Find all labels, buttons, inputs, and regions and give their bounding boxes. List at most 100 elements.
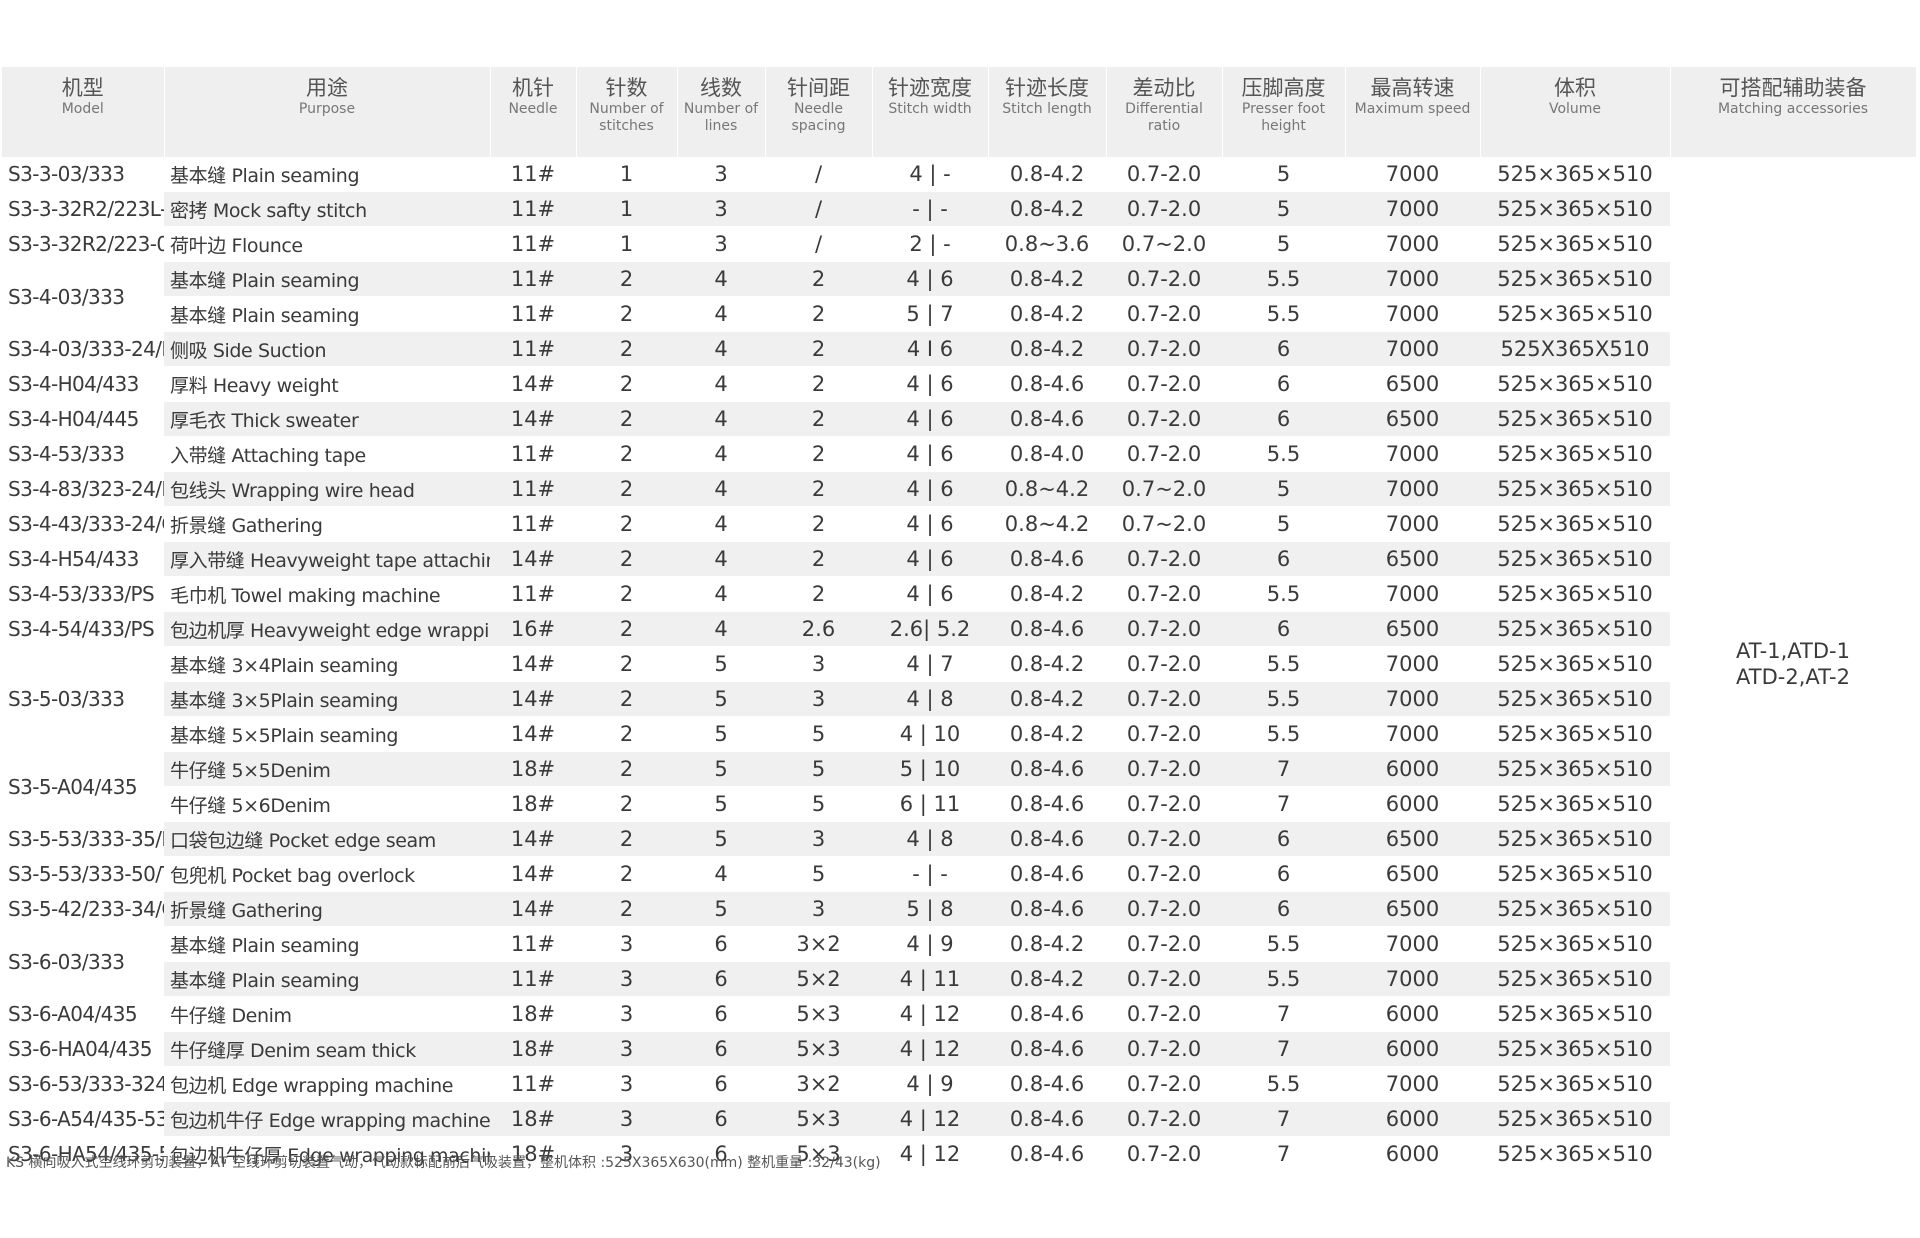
purpose-cell: 口袋包边缝 Pocket edge seam <box>164 821 490 857</box>
table-row: S3-6-A04/435 牛仔缝 Denim 18# 3 6 5×3 4 | 12 0.8-4… <box>2 996 1916 1032</box>
spec-cell: 14# <box>490 891 576 927</box>
spec-cell: 525×365×510 <box>1480 891 1670 927</box>
column-header-en: Number of lines <box>683 101 759 134</box>
column-header-en: Model <box>61 101 104 117</box>
column-header-zh: 针数 <box>605 76 648 100</box>
spec-cell: 0.8-4.2 <box>988 576 1106 612</box>
spec-cell: 7000 <box>1345 296 1480 332</box>
model-cell: S3-3-03/333 <box>2 157 164 192</box>
spec-cell: 0.7-2.0 <box>1106 1066 1222 1102</box>
model-cell: S3-3-32R2/223-02/GAL <box>2 226 164 262</box>
table-body: S3-3-03/333 基本缝 Plain seaming 11# 1 3/4 | -0… <box>2 157 1916 1172</box>
spec-cell: 0.7-2.0 <box>1106 436 1222 472</box>
spec-cell: 4 <box>677 366 765 402</box>
spec-cell: 0.8-4.2 <box>988 646 1106 682</box>
spec-cell: 0.7-2.0 <box>1106 541 1222 577</box>
spec-cell: 525×365×510 <box>1480 1031 1670 1067</box>
spec-cell: 11# <box>490 331 576 367</box>
model-cell: S3-6-53/333-324/PS <box>2 1066 164 1102</box>
purpose-cell: 入带缝 Attaching tape <box>164 436 490 472</box>
column-header-en: Stitch width <box>888 101 972 117</box>
column-header-en: Purpose <box>298 101 356 117</box>
spec-cell: 0.8-4.6 <box>988 751 1106 787</box>
table-row: S3-6-03/333 基本缝 Plain seaming 11# 3 6 3×2 4 | … <box>2 926 1916 997</box>
spec-cell: 0.8-4.2 <box>988 157 1106 192</box>
spec-cell: 14# <box>490 366 576 402</box>
column-header-zh: 可搭配辅助装备 <box>1719 76 1867 100</box>
table-row: S3-3-03/333 基本缝 Plain seaming 11# 1 3/4 | -0… <box>2 157 1916 1172</box>
spec-cell: 2.6 <box>765 611 872 647</box>
spec-cell: 5.5 <box>1222 681 1345 717</box>
spec-cell: 5 <box>677 821 765 857</box>
spec-cell: 0.7-2.0 <box>1106 751 1222 787</box>
spec-cell: 5 <box>677 716 765 752</box>
spec-cell: 525×365×510 <box>1480 821 1670 857</box>
spec-cell: 4 | 6 <box>872 576 988 612</box>
spec-cell: 6 <box>1222 401 1345 437</box>
spec-cell: 6 <box>1222 821 1345 857</box>
spec-cell: 5 <box>765 716 872 752</box>
spec-cell: 14# <box>490 856 576 892</box>
column-header: 体积 Volume <box>1480 67 1671 157</box>
spec-cell: 6000 <box>1345 1136 1480 1172</box>
spec-cell: 0.8-4.6 <box>988 401 1106 437</box>
model-cell: S3-6-HA54/435-534/PS <box>2 1136 164 1172</box>
spec-cell: 3 <box>576 926 677 962</box>
spec-cell: 3 <box>677 157 765 192</box>
spec-cell: 6 <box>677 1066 765 1102</box>
purpose-cell: 基本缝 Plain seaming <box>164 296 490 332</box>
spec-cell: 2 <box>576 646 677 682</box>
spec-cell: 0.7-2.0 <box>1106 296 1222 332</box>
spec-cell: 0.8-4.6 <box>988 856 1106 892</box>
spec-cell: 4 | 12 <box>872 1101 988 1137</box>
spec-cell: 0.8-4.2 <box>988 716 1106 752</box>
spec-cell: 4 | - <box>872 157 988 192</box>
model-cell: S3-5-42/233-34/GA <box>2 891 164 927</box>
spec-cell: 5×3 <box>765 1031 872 1067</box>
column-header-zh: 差动比 <box>1132 76 1196 100</box>
spec-cell: 6 | 11 <box>872 786 988 822</box>
spec-table: 机型 Model 用途 Purpose 机针 Needle 针数 Number of stit… <box>2 67 1917 1172</box>
purpose-cell: 厚毛衣 Thick sweater <box>164 401 490 437</box>
spec-cell: 7 <box>1222 996 1345 1032</box>
spec-cell: 0.7-2.0 <box>1106 261 1222 297</box>
spec-cell: 5 | 7 <box>872 296 988 332</box>
spec-cell: 5×2 <box>765 961 872 997</box>
spec-cell: 5 <box>677 681 765 717</box>
column-header: 可搭配辅助装备 Matching accessories <box>1670 67 1917 157</box>
spec-cell: 18# <box>490 751 576 787</box>
column-header: 机针 Needle <box>490 67 577 157</box>
column-header: 机型 Model <box>2 67 165 157</box>
spec-cell: 18# <box>490 1136 576 1172</box>
model-cell: S3-4-03/333 <box>2 261 164 332</box>
purpose-cell: 包线头 Wrapping wire head <box>164 471 490 507</box>
spec-cell: 525×365×510 <box>1480 226 1670 262</box>
spec-cell: 7 <box>1222 751 1345 787</box>
column-header: 压脚高度 Presser foot height <box>1222 67 1346 157</box>
purpose-cell: 基本缝 5×5Plain seaming <box>164 716 490 752</box>
spec-table-wrap: 机型 Model 用途 Purpose 机针 Needle 针数 Number of stit… <box>2 67 1917 1172</box>
spec-cell: 2 <box>765 261 872 297</box>
model-cell: S3-4-53/333 <box>2 436 164 472</box>
table-row: S3-4-H54/433 厚入带缝 Heavyweight tape attach… <box>2 541 1916 577</box>
table-row: 基本缝 5×5Plain seaming 14# 2 5 5 4 | 10 0.8-4.2 0… <box>2 716 1916 752</box>
spec-cell: 525×365×510 <box>1480 296 1670 332</box>
spec-cell: 0.7-2.0 <box>1106 646 1222 682</box>
spec-cell: 525×365×510 <box>1480 576 1670 612</box>
spec-cell: 2 <box>765 401 872 437</box>
spec-cell: 2 <box>765 576 872 612</box>
spec-cell: 6000 <box>1345 786 1480 822</box>
spec-cell: 0.8-4.6 <box>988 786 1106 822</box>
spec-cell: 525×365×510 <box>1480 786 1670 822</box>
column-header-en: Presser foot height <box>1241 101 1326 134</box>
spec-cell: 7000 <box>1345 261 1480 297</box>
spec-cell: 3 <box>576 961 677 997</box>
spec-cell: 0.8-4.6 <box>988 541 1106 577</box>
spec-cell: 5 <box>1222 506 1345 542</box>
spec-cell: 0.8-4.6 <box>988 996 1106 1032</box>
spec-cell: 6500 <box>1345 541 1480 577</box>
spec-cell: 3 <box>765 646 872 682</box>
spec-cell: 14# <box>490 681 576 717</box>
